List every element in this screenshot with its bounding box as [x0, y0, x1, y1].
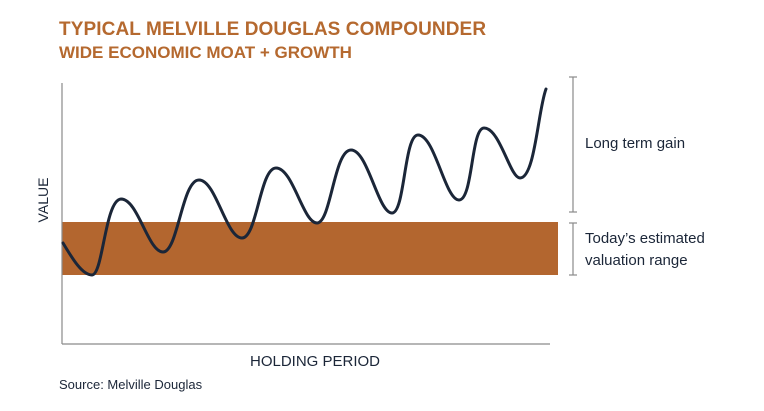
valuation-range-label-line1: Today’s estimated — [585, 230, 705, 247]
long-term-gain-bracket — [569, 76, 577, 213]
valuation-range-bracket — [569, 222, 577, 276]
valuation-range-band — [62, 222, 558, 275]
value-growth-line — [61, 87, 548, 277]
chart-subtitle: WIDE ECONOMIC MOAT + GROWTH — [59, 43, 352, 62]
y-axis-label: VALUE — [35, 177, 51, 223]
chart-title: TYPICAL MELVILLE DOUGLAS COMPOUNDER — [59, 19, 487, 40]
valuation-range-label-line2: valuation range — [585, 252, 688, 269]
valuation-range-label: Today’s estimated valuation range — [585, 228, 705, 272]
source-note: Source: Melville Douglas — [59, 377, 203, 392]
long-term-gain-label: Long term gain — [585, 135, 686, 152]
x-axis-label: HOLDING PERIOD — [249, 353, 381, 370]
